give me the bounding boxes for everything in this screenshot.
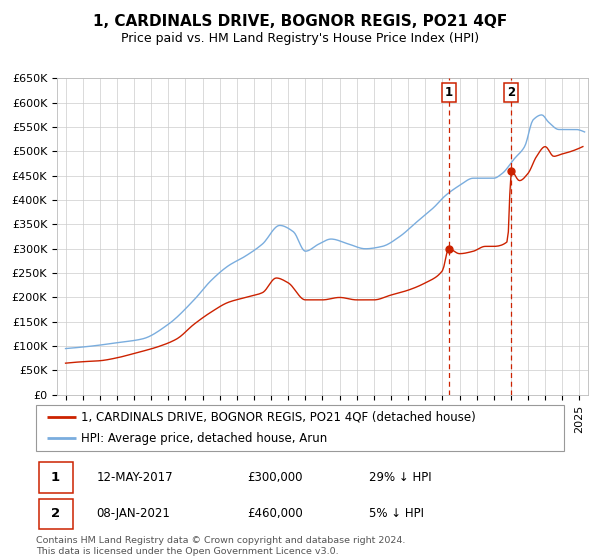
Text: 12-MAY-2017: 12-MAY-2017 [97,471,173,484]
Text: 29% ↓ HPI: 29% ↓ HPI [368,471,431,484]
Text: 08-JAN-2021: 08-JAN-2021 [97,507,170,520]
Text: 2: 2 [51,507,60,520]
Text: Price paid vs. HM Land Registry's House Price Index (HPI): Price paid vs. HM Land Registry's House … [121,32,479,45]
Text: Contains HM Land Registry data © Crown copyright and database right 2024.
This d: Contains HM Land Registry data © Crown c… [36,536,406,556]
Text: HPI: Average price, detached house, Arun: HPI: Average price, detached house, Arun [81,432,327,445]
Text: 2: 2 [507,86,515,99]
Text: 1: 1 [445,86,453,99]
Text: 1, CARDINALS DRIVE, BOGNOR REGIS, PO21 4QF (detached house): 1, CARDINALS DRIVE, BOGNOR REGIS, PO21 4… [81,411,476,424]
Text: £460,000: £460,000 [247,507,303,520]
FancyBboxPatch shape [38,462,73,493]
FancyBboxPatch shape [36,405,564,451]
Text: 1: 1 [51,471,60,484]
FancyBboxPatch shape [38,498,73,529]
Text: 1, CARDINALS DRIVE, BOGNOR REGIS, PO21 4QF: 1, CARDINALS DRIVE, BOGNOR REGIS, PO21 4… [93,14,507,29]
Text: £300,000: £300,000 [247,471,303,484]
Text: 5% ↓ HPI: 5% ↓ HPI [368,507,424,520]
